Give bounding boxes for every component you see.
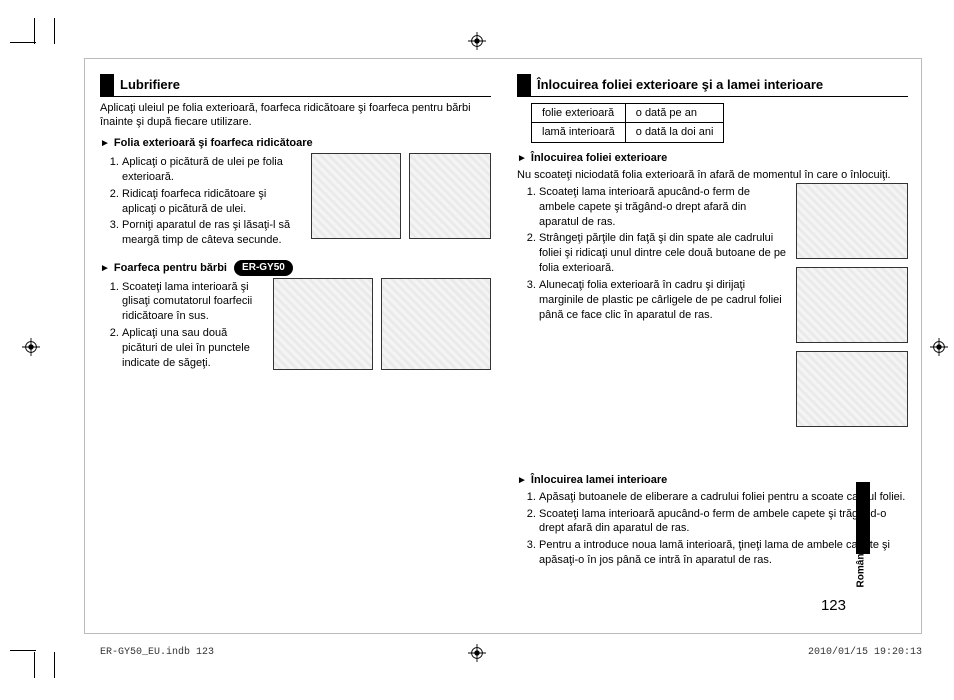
step-item: Porniţi aparatul de ras şi lăsaţi-l să m… (122, 218, 303, 248)
footer-filename: ER-GY50_EU.indb 123 (100, 647, 214, 658)
step-item: Aplicaţi o picătură de ulei pe folia ext… (122, 155, 303, 185)
subheading-foil-trimmer: Folia exterioară şi foarfeca ridicătoare (100, 136, 491, 151)
crop-mark (54, 652, 55, 678)
right-column: Înlocuirea foliei exterioare şi a lamei … (517, 74, 908, 574)
section-title-lubrication: Lubrifiere (100, 74, 491, 97)
step-item: Apăsaţi butoanele de eliberare a cadrulu… (539, 490, 908, 505)
step-item: Scoateţi lama interioară apucând-o ferm … (539, 507, 908, 537)
step-block-3: Scoateţi lama interioară apucând-o ferm … (517, 183, 908, 427)
page-number: 123 (821, 597, 846, 614)
figure-group (311, 153, 491, 239)
registration-target-icon (22, 338, 40, 361)
crop-mark (10, 42, 36, 43)
footer-timestamp: 2010/01/15 19:20:13 (808, 647, 922, 658)
illustration-icon (409, 153, 491, 239)
model-badge: ER-GY50 (234, 260, 293, 276)
figure-group (796, 183, 908, 427)
illustration-icon (796, 267, 908, 343)
warning-text: Nu scoateţi niciodată folia exterioară î… (517, 168, 908, 183)
subheading-replace-foil: Înlocuirea foliei exterioare (517, 151, 908, 166)
page-content: Lubrifiere Aplicaţi uleiul pe folia exte… (100, 74, 908, 574)
step-item: Pentru a introduce noua lamă interioară,… (539, 538, 908, 568)
table-cell: lamă interioară (532, 123, 626, 143)
illustration-icon (311, 153, 401, 239)
table-row: folie exterioară o dată pe an (532, 103, 724, 123)
step-item: Scoateţi lama interioară şi glisaţi comu… (122, 280, 265, 325)
illustration-icon (796, 183, 908, 259)
crop-mark (34, 18, 35, 44)
subheading-beard-trimmer: Foarfeca pentru bărbi ER-GY50 (100, 260, 491, 276)
step-block-2: Scoateţi lama interioară şi glisaţi comu… (100, 278, 491, 377)
subheading-label: Foarfeca pentru bărbi (100, 262, 227, 274)
replacement-schedule-table: folie exterioară o dată pe an lamă inter… (531, 103, 724, 144)
language-label: Română (855, 548, 866, 587)
language-tab (856, 482, 870, 554)
left-column: Lubrifiere Aplicaţi uleiul pe folia exte… (100, 74, 491, 574)
illustration-icon (273, 278, 373, 370)
section-title-replacement: Înlocuirea foliei exterioare şi a lamei … (517, 74, 908, 97)
step-item: Aplicaţi una sau două picături de ulei î… (122, 326, 265, 371)
step-item: Ridicaţi foarfeca ridicătoare şi aplicaţ… (122, 187, 303, 217)
subheading-replace-blade: Înlocuirea lamei interioare (517, 473, 908, 488)
step-block-1: Aplicaţi o picătură de ulei pe folia ext… (100, 153, 491, 254)
table-cell: o dată pe an (625, 103, 724, 123)
illustration-icon (381, 278, 491, 370)
step-item: Strângeţi părţile din faţă şi din spate … (539, 231, 788, 276)
table-cell: folie exterioară (532, 103, 626, 123)
crop-mark (34, 652, 35, 678)
step-item: Alunecaţi folia exterioară în cadru şi d… (539, 278, 788, 323)
crop-mark (10, 650, 36, 651)
intro-text: Aplicaţi uleiul pe folia exterioară, foa… (100, 101, 491, 131)
step-item: Scoateţi lama interioară apucând-o ferm … (539, 185, 788, 230)
illustration-icon (796, 351, 908, 427)
table-row: lamă interioară o dată la doi ani (532, 123, 724, 143)
registration-target-icon (468, 32, 486, 55)
registration-target-icon (468, 644, 486, 667)
crop-mark (54, 18, 55, 44)
table-cell: o dată la doi ani (625, 123, 724, 143)
figure-group (273, 278, 491, 370)
registration-target-icon (930, 338, 948, 361)
